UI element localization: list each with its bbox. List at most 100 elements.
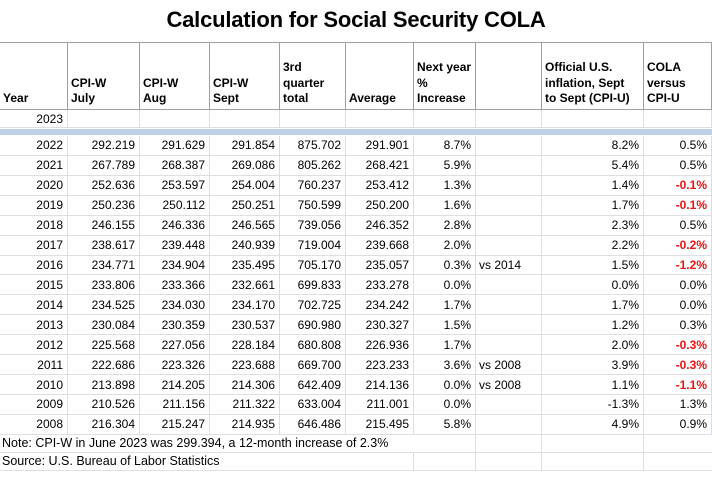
cell-average: 235.057 — [346, 255, 414, 275]
cell-average: 253.412 — [346, 175, 414, 195]
cell-increase: 2.0% — [414, 235, 476, 255]
cell-year: 2021 — [0, 155, 68, 175]
cell-vs — [476, 136, 542, 155]
cell-year: 2013 — [0, 315, 68, 335]
cell-increase: 1.3% — [414, 175, 476, 195]
gridline — [475, 452, 476, 470]
cell-cola: 0.9% — [644, 414, 712, 434]
cell-july: 292.219 — [68, 136, 140, 155]
cell-year: 2014 — [0, 295, 68, 315]
cell-year: 2020 — [0, 175, 68, 195]
cell-sept: 235.495 — [210, 255, 280, 275]
cell-increase: 0.3% — [414, 255, 476, 275]
column-header-increase: Next year % Increase — [414, 43, 476, 109]
cell-cpiu: 0.0% — [542, 275, 644, 295]
cell-july: 234.771 — [68, 255, 140, 275]
gridline — [413, 452, 414, 470]
cell-sept: 269.086 — [210, 155, 280, 175]
cell-average: 230.327 — [346, 315, 414, 335]
table-row-2021: 2021 267.789 268.387 269.086 805.262 268.421 5… — [0, 155, 712, 176]
cell-july: 213.898 — [68, 375, 140, 394]
cell-cpiu: 1.2% — [542, 315, 644, 335]
cell-july: 233.806 — [68, 275, 140, 295]
cell-cola: -1.2% — [644, 255, 712, 275]
cell-aug: 250.112 — [140, 195, 210, 215]
cell-cpiu: 2.0% — [542, 335, 644, 355]
cell-total: 680.808 — [280, 335, 346, 355]
table-body: 2023 2022 292.219 291.629 291.854 875.702 291.… — [0, 110, 712, 435]
column-header-cpiu: Official U.S. inflation, Sept to Sept (C… — [542, 43, 644, 109]
cell-year: 2010 — [0, 375, 68, 394]
cell-year: 2011 — [0, 355, 68, 375]
cell-sept: 223.688 — [210, 355, 280, 375]
cell-cola: 0.0% — [644, 275, 712, 295]
cell-july: 267.789 — [68, 155, 140, 175]
column-header-vs — [476, 43, 542, 109]
cell-average: 223.233 — [346, 355, 414, 375]
cell-cpiu: 2.2% — [542, 235, 644, 255]
cell-aug: 230.359 — [140, 315, 210, 335]
cell-cola: 1.3% — [644, 394, 712, 414]
note-text: Note: CPI-W in June 2023 was 299.394, a … — [2, 436, 389, 451]
cell-average: 215.495 — [346, 414, 414, 434]
cell-aug: 214.205 — [140, 375, 210, 394]
cell-increase: 0.0% — [414, 375, 476, 394]
cell-vs — [476, 315, 542, 335]
cell-cola: 0.5% — [644, 155, 712, 175]
page-title: Calculation for Social Security COLA — [166, 7, 546, 32]
cell-year: 2019 — [0, 195, 68, 215]
source-text: Source: U.S. Bureau of Labor Statistics — [2, 454, 220, 469]
cell-cpiu: -1.3% — [542, 394, 644, 414]
cell-average: 226.936 — [346, 335, 414, 355]
cell-cpiu: 1.1% — [542, 375, 644, 394]
cell-increase: 0.0% — [414, 275, 476, 295]
cell-july: 246.155 — [68, 215, 140, 235]
cell-july: 225.568 — [68, 335, 140, 355]
note-row: Note: CPI-W in June 2023 was 299.394, a … — [0, 434, 712, 453]
cell-july: 216.304 — [68, 414, 140, 434]
table-row-2009: 2009 210.526 211.156 211.322 633.004 211.001 0… — [0, 394, 712, 415]
cell-cpiu: 1.4% — [542, 175, 644, 195]
cell-increase: 1.6% — [414, 195, 476, 215]
cell-average: 246.352 — [346, 215, 414, 235]
cell-total: 669.700 — [280, 355, 346, 375]
table-row-2010: 2010 213.898 214.205 214.306 642.409 214.136 0… — [0, 375, 712, 395]
cell-total: 739.056 — [280, 215, 346, 235]
spreadsheet: Calculation for Social Security COLA Yea… — [0, 7, 712, 471]
cell-sept: 291.854 — [210, 136, 280, 155]
cell-increase: 0.0% — [414, 394, 476, 414]
cell-year: 2015 — [0, 275, 68, 295]
cell-increase: 8.7% — [414, 136, 476, 155]
cell-aug: 215.247 — [140, 414, 210, 434]
cell-sept: 230.537 — [210, 315, 280, 335]
cell-year: 2008 — [0, 414, 68, 434]
column-header-total: 3rd quarter total — [280, 43, 346, 109]
cell-increase: 2.8% — [414, 215, 476, 235]
cell-aug: 233.366 — [140, 275, 210, 295]
cell-average: 211.001 — [346, 394, 414, 414]
cell-cpiu: 5.4% — [542, 155, 644, 175]
cell-cola: -0.3% — [644, 335, 712, 355]
gridline — [541, 452, 542, 470]
table-row-2023: 2023 — [0, 110, 712, 128]
column-header-aug: CPI-W Aug — [140, 43, 210, 109]
cell-vs — [476, 235, 542, 255]
cell-sept: 232.661 — [210, 275, 280, 295]
cell-cpiu: 8.2% — [542, 136, 644, 155]
cell-aug: 268.387 — [140, 155, 210, 175]
cell-aug: 211.156 — [140, 394, 210, 414]
cell-increase — [414, 110, 476, 127]
cell-total: 699.833 — [280, 275, 346, 295]
cell-cola: -0.2% — [644, 235, 712, 255]
cell-july: 210.526 — [68, 394, 140, 414]
cell-july: 230.084 — [68, 315, 140, 335]
cell-year: 2017 — [0, 235, 68, 255]
cell-july: 250.236 — [68, 195, 140, 215]
column-header-sept: CPI-W Sept — [210, 43, 280, 109]
cell-total: 705.170 — [280, 255, 346, 275]
cell-year: 2012 — [0, 335, 68, 355]
cell-vs: vs 2008 — [476, 355, 542, 375]
separator-band — [0, 128, 712, 136]
gridline — [541, 434, 542, 452]
cell-year: 2009 — [0, 394, 68, 414]
